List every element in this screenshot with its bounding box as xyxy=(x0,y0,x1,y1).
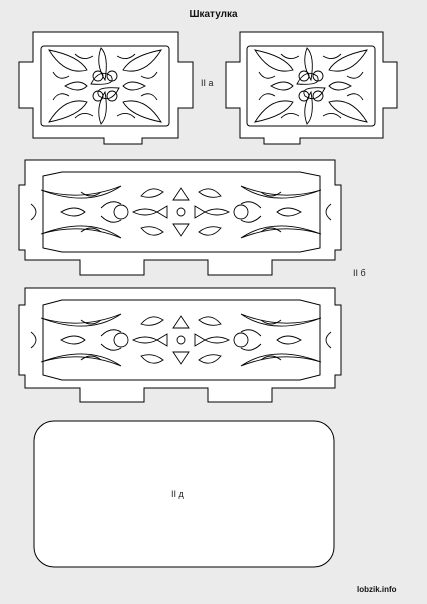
side-panel-left xyxy=(18,31,194,145)
label-long-panels: II б xyxy=(353,268,366,278)
bottom-panel xyxy=(33,420,335,568)
site-watermark: lobzik.info xyxy=(357,585,397,594)
side-panel-right xyxy=(225,31,398,145)
page-title: Шкатулка xyxy=(189,9,238,20)
label-side-panels: II а xyxy=(201,78,214,88)
label-bottom-panel: II д xyxy=(171,489,184,499)
long-panel-upper xyxy=(18,159,342,276)
long-panel-lower xyxy=(18,287,342,403)
